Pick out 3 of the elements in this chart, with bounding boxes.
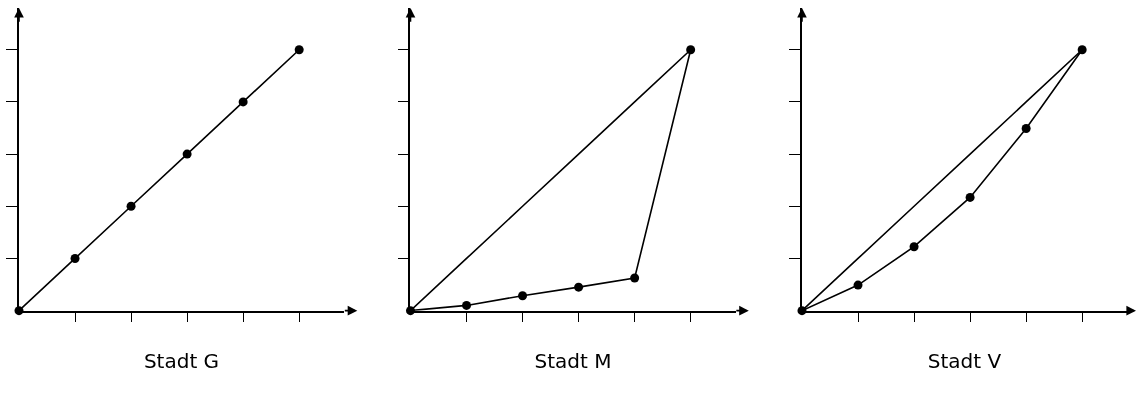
x-axis-title: Stadt V bbox=[927, 348, 1002, 373]
x-axis-title: Stadt M bbox=[534, 348, 612, 373]
x-axis-title: Stadt G bbox=[143, 348, 220, 373]
